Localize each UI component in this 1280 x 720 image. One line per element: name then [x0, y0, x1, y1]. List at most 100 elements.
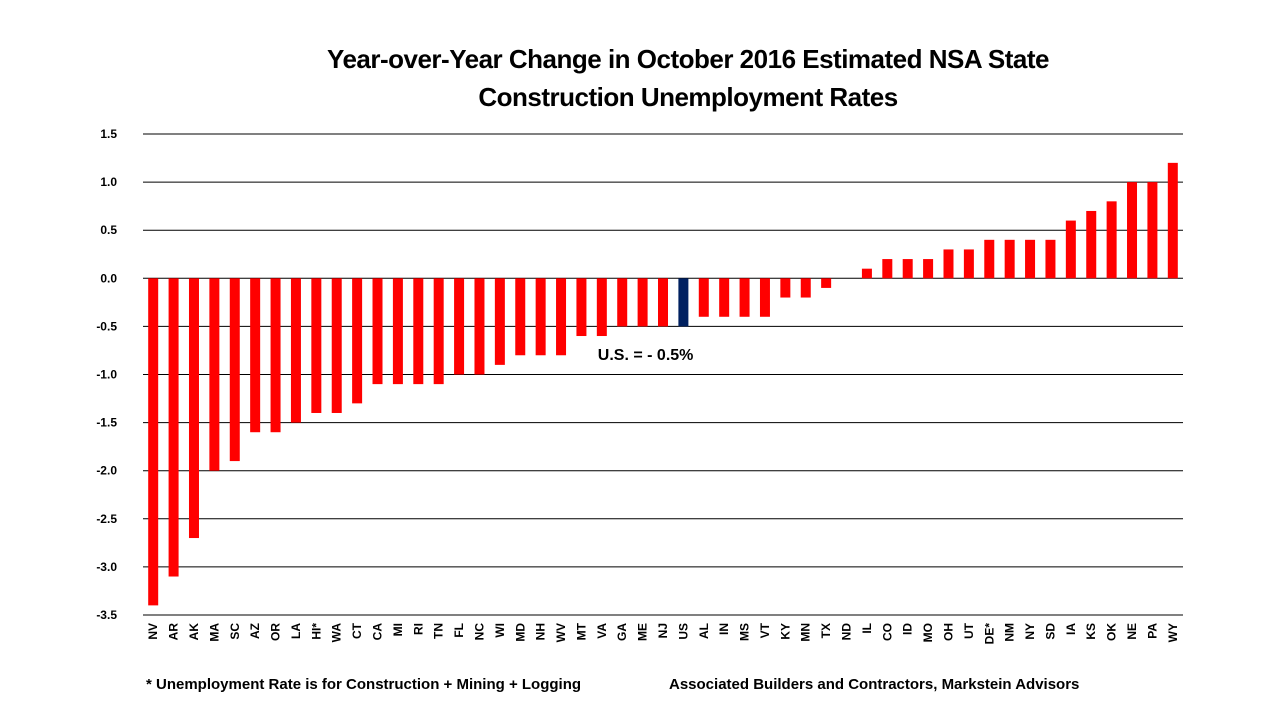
chart-title-line2: Construction Unemployment Rates	[478, 82, 898, 112]
x-tick-label: NJ	[656, 623, 670, 638]
x-tick-label: KS	[1084, 623, 1098, 640]
bar-ct	[352, 278, 363, 404]
bar-ri	[413, 278, 424, 385]
x-tick-label: US	[676, 623, 690, 640]
chart-title-line1: Year-over-Year Change in October 2016 Es…	[327, 44, 1049, 74]
x-tick-label: ME	[636, 623, 650, 641]
x-tick-label: LA	[289, 623, 303, 639]
bar-ca	[372, 278, 383, 385]
bar-ms	[739, 278, 750, 317]
x-tick-label: ND	[840, 623, 854, 641]
x-tick-label: OH	[941, 623, 955, 641]
x-tick-label: PA	[1145, 623, 1159, 639]
x-tick-label: IA	[1064, 623, 1078, 635]
x-tick-label: MD	[513, 623, 527, 642]
bar-id	[902, 259, 913, 279]
x-tick-label: GA	[615, 623, 629, 641]
x-tick-label: VA	[595, 623, 609, 639]
bar-nv	[148, 278, 159, 606]
source-note: Associated Builders and Contractors, Mar…	[669, 676, 1080, 693]
bar-us	[678, 278, 689, 327]
y-tick-label: -1.0	[96, 368, 117, 382]
y-tick-label: 0.5	[100, 223, 117, 237]
bar-ok	[1106, 201, 1117, 279]
bar-ny	[1025, 239, 1036, 279]
y-tick-label: -3.0	[96, 560, 117, 574]
x-tick-label: WV	[554, 623, 568, 642]
us-annotation: U.S. = - 0.5%	[598, 347, 694, 364]
bar-in	[719, 278, 730, 317]
bar-fl	[454, 278, 465, 375]
bar-nm	[1004, 239, 1015, 279]
bar-ks	[1086, 210, 1097, 279]
bar-sd	[1045, 239, 1056, 279]
bar-nc	[474, 278, 485, 375]
x-tick-label: MN	[799, 623, 813, 642]
bar-wv	[556, 278, 567, 356]
x-tick-label: AL	[697, 623, 711, 639]
bar-la	[290, 278, 301, 423]
bar-md	[515, 278, 526, 356]
x-tick-label: TN	[432, 623, 446, 639]
x-tick-label: VT	[758, 622, 772, 638]
x-tick-label: MI	[391, 623, 405, 636]
x-tick-label: HI*	[309, 623, 323, 640]
x-tick-label: NY	[1023, 623, 1037, 640]
x-tick-label: UT	[962, 622, 976, 639]
bar-wa	[331, 278, 342, 413]
bar-ne	[1127, 182, 1138, 279]
bar-co	[882, 259, 893, 279]
bar-va	[596, 278, 607, 337]
x-tick-label: OR	[269, 623, 283, 641]
bar-nj	[658, 278, 668, 327]
bar-wi	[494, 278, 505, 365]
bar-hi	[311, 278, 322, 413]
y-tick-label: -2.5	[96, 512, 117, 526]
x-tick-label: ID	[901, 623, 915, 635]
bar-mt	[576, 278, 587, 337]
x-tick-label: SD	[1043, 623, 1057, 640]
x-tick-label: NM	[1003, 623, 1017, 642]
x-tick-label: MT	[574, 622, 588, 640]
bar-tn	[433, 278, 444, 385]
bar-mi	[392, 278, 403, 385]
bar-il	[861, 268, 872, 279]
x-tick-label: CA	[371, 623, 385, 641]
x-tick-label: WA	[330, 623, 344, 643]
x-tick-label: NC	[472, 623, 486, 641]
bar-az	[250, 278, 261, 433]
x-tick-label: AK	[187, 623, 201, 641]
x-tick-label: FL	[452, 623, 466, 638]
bar-ak	[188, 278, 199, 539]
bar-ar	[168, 278, 179, 577]
bar-oh	[943, 249, 954, 279]
x-tick-label: WI	[493, 623, 507, 638]
bar-or	[270, 278, 281, 433]
bar-vt	[759, 278, 770, 317]
bar-ky	[780, 278, 791, 298]
bar-tx	[821, 278, 832, 288]
bar-ut	[963, 249, 974, 279]
bar-mo	[923, 259, 934, 279]
y-tick-label: -2.0	[96, 464, 117, 478]
bar-ga	[617, 278, 628, 327]
x-tick-label: KY	[778, 623, 792, 640]
x-tick-label: CO	[880, 623, 894, 641]
x-tick-label: AR	[167, 623, 181, 641]
y-tick-label: 1.0	[100, 175, 117, 189]
x-tick-label: NV	[146, 623, 160, 640]
x-tick-label: MS	[738, 623, 752, 641]
x-tick-label: NE	[1125, 623, 1139, 640]
bar-me	[637, 278, 648, 327]
x-tick-label: OK	[1105, 623, 1119, 641]
x-tick-label: DE*	[982, 623, 996, 645]
x-tick-label: AZ	[248, 623, 262, 639]
bar-mn	[800, 278, 811, 298]
x-tick-label: MO	[921, 623, 935, 642]
x-tick-label: WY	[1166, 623, 1180, 642]
y-tick-label: -0.5	[96, 319, 117, 333]
bar-de	[984, 239, 995, 279]
y-tick-label: -1.5	[96, 416, 117, 430]
y-tick-label: -3.5	[96, 608, 117, 622]
